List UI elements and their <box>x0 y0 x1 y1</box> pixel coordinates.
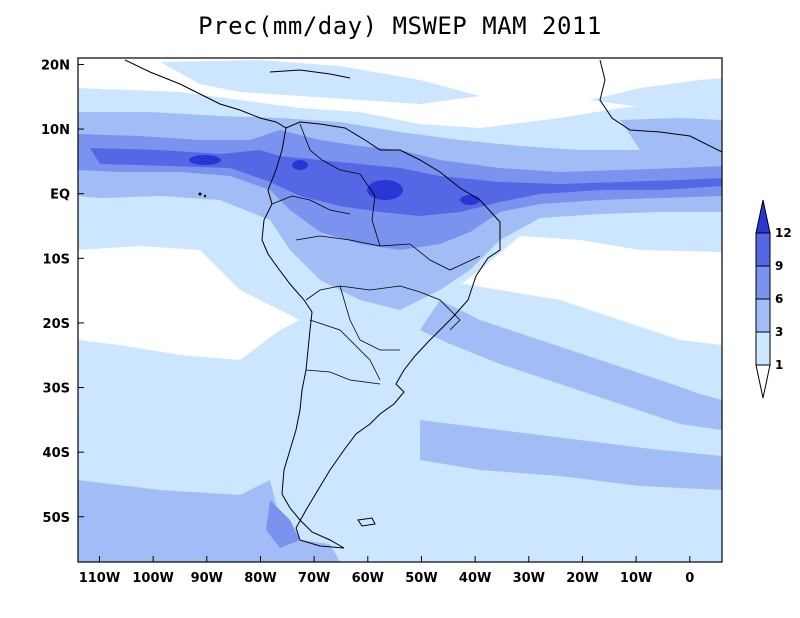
y-tick-label: 40S <box>43 446 70 461</box>
x-tick-label: 60W <box>352 571 384 586</box>
galapagos-islands <box>198 192 207 198</box>
precip-level-4 <box>90 148 722 216</box>
colorbar: 1 3 6 9 12 <box>755 199 792 399</box>
colorbar-segment <box>755 265 771 300</box>
y-tick-label: 20N <box>41 58 70 73</box>
y-tick-label: 30S <box>43 382 70 397</box>
coastlines <box>124 59 722 549</box>
y-tick-label: 10N <box>41 123 70 138</box>
y-tick-label: 20S <box>43 317 70 332</box>
x-tick-label: 40W <box>459 571 491 586</box>
x-tick-label: 0 <box>685 571 694 586</box>
x-tick-label: 10W <box>620 571 652 586</box>
y-tick-label: 50S <box>43 511 70 526</box>
x-tick-label: 90W <box>191 571 223 586</box>
x-tick-label: 70W <box>298 571 330 586</box>
colorbar-label: 3 <box>775 325 783 339</box>
chart-title: Prec(mm/day) MSWEP MAM 2011 <box>198 12 602 40</box>
precip-level-5 <box>189 155 480 205</box>
plot-frame <box>77 57 723 563</box>
y-tick-label: 10S <box>43 252 70 267</box>
x-tick-label: 30W <box>513 571 545 586</box>
colorbar-min-triangle <box>755 364 771 399</box>
colorbar-label: 6 <box>775 292 783 306</box>
x-tick-label: 80W <box>244 571 276 586</box>
colorbar-segment <box>755 298 771 333</box>
colorbar-label: 1 <box>775 358 783 372</box>
x-tick-label: 100W <box>132 571 173 586</box>
y-axis: 20N 10N EQ 10S 20S 30S 40S 50S <box>41 58 84 526</box>
x-tick-label: 110W <box>79 571 120 586</box>
country-borders <box>271 123 481 385</box>
x-tick-label: 50W <box>405 571 437 586</box>
colorbar-max-triangle <box>755 199 771 234</box>
x-tick-label: 20W <box>566 571 598 586</box>
colorbar-segment <box>755 331 771 366</box>
x-axis: 110W 100W 90W 80W 70W 60W 50W 40W 30W 20W 10W 0 <box>79 556 694 586</box>
precip-field <box>78 58 722 562</box>
colorbar-label: 12 <box>775 226 792 240</box>
y-tick-label: EQ <box>50 188 70 203</box>
colorbar-segment <box>755 232 771 267</box>
colorbar-label: 9 <box>775 259 783 273</box>
